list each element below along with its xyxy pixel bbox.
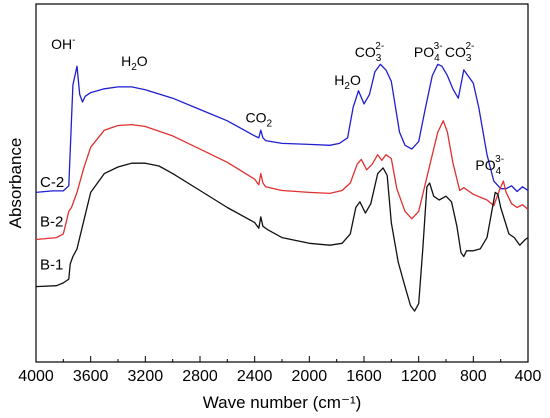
x-axis-title: Wave number (cm⁻¹) xyxy=(203,393,362,412)
series-label-c-2: C-2 xyxy=(40,174,64,191)
x-tick-label: 2800 xyxy=(182,368,218,385)
series-line-b-2 xyxy=(35,120,529,241)
series-line-b-1 xyxy=(35,162,529,312)
series-group xyxy=(35,63,529,312)
peak-annotation: OH- xyxy=(51,35,75,52)
peak-annotation: H2O xyxy=(334,72,361,92)
x-tick-label: 800 xyxy=(460,368,487,385)
series-label-group: C-2 B-2 B-1 xyxy=(40,174,64,274)
series-label-b-2: B-2 xyxy=(40,213,63,230)
peak-annotation: CO32- xyxy=(355,41,384,64)
x-axis-ticks: 4000 3600 3200 2800 2400 2000 1600 1200 800 400 xyxy=(18,356,541,385)
x-tick-label: 400 xyxy=(515,368,542,385)
series-label-b-1: B-1 xyxy=(40,257,63,274)
x-tick-label: 2000 xyxy=(292,368,328,385)
x-tick-label: 3200 xyxy=(128,368,164,385)
y-axis-title: Absorbance xyxy=(6,138,25,229)
x-tick-label: 1200 xyxy=(401,368,437,385)
peak-annotation: H2O xyxy=(121,53,148,73)
peak-annotation: CO32- xyxy=(445,41,474,64)
series-line-c-2 xyxy=(35,63,529,194)
x-tick-label: 2400 xyxy=(237,368,273,385)
peak-annotation: CO2 xyxy=(245,110,272,130)
x-tick-label: 4000 xyxy=(18,368,54,385)
x-tick-label: 3600 xyxy=(73,368,109,385)
peak-annotation: PO43- xyxy=(414,41,443,64)
peak-annotation: PO43- xyxy=(475,154,504,177)
x-tick-label: 1600 xyxy=(346,368,382,385)
